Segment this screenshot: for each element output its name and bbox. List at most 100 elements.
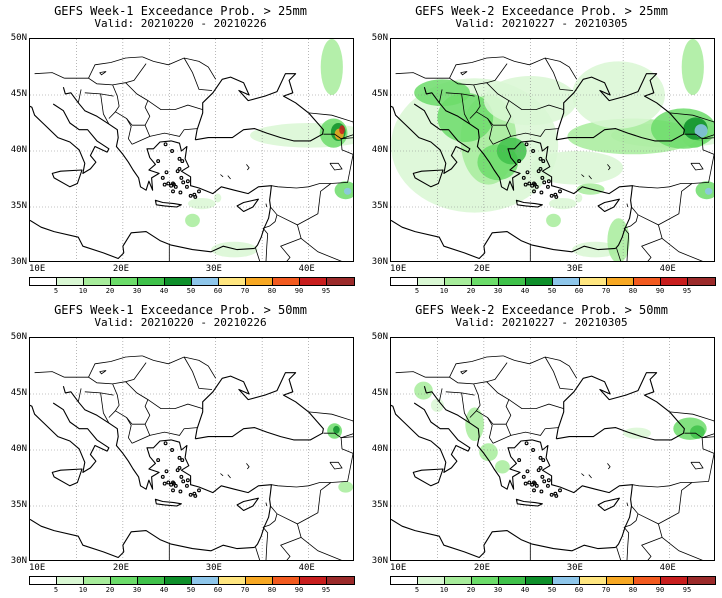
precip-probability-map	[390, 38, 715, 262]
probability-area	[339, 125, 345, 135]
colorbar-bin	[661, 577, 688, 584]
island-outline	[597, 198, 620, 213]
longitude-label: 40E	[298, 264, 315, 274]
map-canvas	[391, 338, 714, 560]
country-border	[469, 111, 477, 119]
colorbar-tick-label: 30	[493, 287, 503, 295]
country-border	[637, 183, 693, 226]
colorbar-bin	[219, 278, 246, 285]
probability-area	[187, 198, 216, 210]
latitude-label: 30N	[10, 556, 27, 566]
colorbar-bin	[165, 577, 192, 584]
island-outline	[154, 199, 182, 208]
island-outline	[184, 483, 189, 488]
latitude-label: 45N	[371, 89, 388, 99]
colorbar-bin	[418, 278, 445, 285]
latitude-label: 35N	[10, 201, 27, 211]
island-outline	[546, 179, 551, 184]
country-border	[64, 376, 133, 444]
lake-outline	[329, 162, 343, 171]
colorbar-bin	[607, 278, 634, 285]
colorbar-tick-label: 95	[682, 287, 692, 295]
colorbar-tick-label: 95	[682, 586, 692, 594]
island-outline	[542, 180, 547, 185]
lake-outline	[227, 175, 231, 180]
colorbar-tick-label: 10	[78, 586, 88, 594]
latitude-label: 45N	[371, 388, 388, 398]
longitude-label: 20E	[473, 563, 491, 573]
lake-outline	[460, 370, 468, 375]
longitude-label: 20E	[473, 264, 491, 274]
country-borders	[395, 355, 714, 560]
graticule	[30, 338, 353, 560]
longitude-label: 30E	[205, 264, 222, 274]
colorbar-bin	[688, 577, 715, 584]
island-outline	[178, 489, 183, 494]
latitude-label: 35N	[371, 500, 388, 510]
island-outline	[531, 448, 536, 452]
colorbar-bin	[391, 577, 418, 584]
coastline	[30, 402, 110, 473]
colorbar-tick-label: 90	[655, 586, 665, 594]
probability-area	[213, 193, 222, 203]
country-border	[684, 133, 703, 140]
country-border	[544, 356, 574, 390]
island-outline	[542, 479, 547, 484]
colorbar-tick-label: 80	[628, 287, 638, 295]
coastline	[391, 402, 471, 473]
probability-area	[343, 187, 352, 195]
country-border	[262, 505, 278, 528]
island-outline	[558, 488, 562, 493]
colorbar-tick-label: 10	[78, 287, 88, 295]
island-outline	[538, 166, 543, 171]
island-outline	[525, 469, 530, 474]
probability-area	[695, 181, 714, 200]
colorbar-tick-label: 70	[601, 586, 611, 594]
lake-outline	[99, 71, 107, 76]
probability-area	[333, 425, 340, 434]
island-outline	[175, 468, 180, 473]
lake-outline	[690, 461, 704, 470]
coastline	[30, 103, 110, 174]
island-outline	[412, 169, 444, 188]
colorbar-tick-label: 10	[439, 586, 449, 594]
island-outline	[554, 194, 559, 199]
island-outline	[178, 190, 183, 195]
country-border	[126, 118, 146, 126]
country-border	[255, 527, 269, 560]
country-border	[487, 417, 507, 425]
latitude-label: 30N	[10, 257, 27, 267]
colorbar-bin	[300, 577, 327, 584]
country-border	[112, 63, 147, 86]
map-panel: GEFS Week-1 Exceedance Prob. > 25mm Valid…	[0, 0, 361, 299]
map-canvas	[30, 338, 353, 560]
island-outline	[166, 181, 171, 186]
country-border	[88, 355, 143, 378]
country-borders	[34, 355, 353, 560]
colorbar-bin	[57, 577, 84, 584]
colorbar-bin	[246, 278, 273, 285]
island-outline	[160, 175, 165, 180]
colorbar-tick-label: 40	[159, 287, 169, 295]
country-border	[510, 427, 559, 436]
country-border	[183, 57, 213, 91]
island-outline	[188, 492, 193, 497]
colorbar-tick-label: 40	[520, 287, 530, 295]
longitude-label: 10E	[390, 563, 407, 573]
island-outline	[177, 156, 182, 161]
island-outline	[517, 458, 522, 463]
colorbar-bin	[445, 577, 472, 584]
colorbar-tick-label: 40	[159, 586, 169, 594]
country-border	[661, 537, 703, 560]
colorbar-tick-label: 50	[186, 287, 196, 295]
country-border	[425, 376, 494, 444]
island-outline	[236, 198, 259, 213]
island-outline	[51, 468, 83, 487]
colorbar-bin	[138, 278, 165, 285]
latitude-label: 45N	[10, 89, 27, 99]
probability-area	[574, 193, 583, 203]
island-outline	[170, 149, 175, 153]
country-border	[510, 128, 559, 137]
country-borders	[34, 56, 353, 261]
island-outline	[180, 159, 185, 164]
